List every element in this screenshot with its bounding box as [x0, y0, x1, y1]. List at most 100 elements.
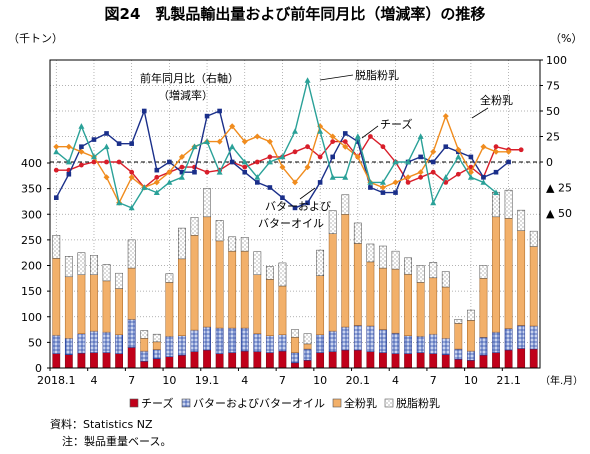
marker-butter [141, 108, 147, 114]
x-tick-label: 10 [162, 374, 176, 387]
marker-cheese [53, 167, 59, 173]
left-tick-label: 0 [35, 362, 42, 375]
marker-whole-milk-powder [480, 143, 487, 150]
bar-cheese [228, 352, 237, 369]
x-tick-label: 7 [279, 374, 286, 387]
marker-skim-milk-powder [367, 179, 374, 185]
bar-butter [240, 327, 249, 352]
bar-whole-milk-powder [429, 277, 438, 335]
legend-label: 脱脂粉乳 [396, 396, 440, 410]
annotation-butter-1: バターおよび [265, 200, 331, 213]
bar-butter [467, 350, 475, 361]
footnote: 注：製品重量ベース。 [62, 435, 172, 448]
legend-swatch [332, 398, 342, 408]
marker-skim-milk-powder [493, 189, 500, 195]
marker-skim-milk-powder [141, 184, 148, 190]
left-tick-label: 250 [21, 234, 42, 247]
marker-skim-milk-powder [467, 174, 474, 180]
marker-butter [167, 159, 172, 165]
x-tick-label: 10 [313, 374, 327, 387]
marker-butter [104, 131, 109, 136]
marker-whole-milk-powder [342, 143, 349, 150]
marker-butter [330, 154, 335, 160]
line-skim-milk-powder [55, 80, 497, 209]
legend-swatch [181, 398, 191, 408]
bar-cheese [115, 353, 123, 369]
marker-skim-milk-powder [442, 174, 449, 180]
marker-whole-milk-powder [266, 138, 273, 145]
x-tick-label: 2018.1 [37, 374, 76, 387]
right-tick-label: ▲ 25 [546, 182, 572, 195]
bar-whole-milk-powder [127, 267, 136, 320]
marker-skim-milk-powder [417, 133, 424, 139]
marker-cheese [418, 174, 424, 180]
annotation-increase-rate: （増減率） [158, 88, 213, 102]
legend-label: 全粉乳 [344, 396, 377, 410]
marker-butter [393, 190, 398, 195]
bar-skim-milk-powder [416, 265, 425, 283]
bar-cheese [504, 349, 513, 369]
marker-cheese [367, 134, 373, 139]
bar-skim-milk-powder [492, 191, 500, 218]
marker-butter [305, 200, 310, 206]
marker-whole-milk-powder [103, 174, 110, 181]
bar-skim-milk-powder [203, 188, 211, 218]
bar-cheese [203, 349, 211, 369]
bar-skim-milk-powder [429, 262, 438, 279]
bar-skim-milk-powder [90, 255, 98, 275]
bar-cheese [52, 353, 61, 369]
left-tick-label: 300 [21, 208, 42, 221]
marker-butter [53, 195, 59, 200]
bar-whole-milk-powder [504, 218, 513, 329]
marker-butter [66, 171, 72, 177]
bar-butter [115, 334, 123, 354]
bar-cheese [517, 348, 526, 369]
marker-skim-milk-powder [204, 138, 211, 144]
bar-whole-milk-powder [90, 274, 98, 332]
marker-butter [368, 185, 373, 190]
bar-skim-milk-powder [152, 333, 161, 343]
annotation-butter-leader [299, 187, 316, 200]
marker-cheese [116, 159, 122, 165]
bar-whole-milk-powder [353, 243, 362, 326]
annotation-cheese-leader [361, 125, 379, 139]
marker-skim-milk-powder [78, 123, 85, 129]
bar-skim-milk-powder [215, 220, 224, 242]
bar-butter [391, 332, 400, 354]
marker-cheese [380, 144, 386, 150]
bar-butter [265, 335, 274, 353]
bar-skim-milk-powder [303, 333, 312, 345]
bar-skim-milk-powder [52, 235, 61, 259]
annotation-whole-leader [471, 107, 489, 119]
bar-cheese [404, 353, 412, 369]
marker-whole-milk-powder [455, 146, 462, 153]
marker-skim-milk-powder [304, 77, 311, 83]
bar-whole-milk-powder [178, 258, 186, 336]
bar-cheese [479, 354, 488, 369]
marker-skim-milk-powder [103, 143, 110, 150]
marker-butter [506, 159, 511, 165]
bar-whole-milk-powder [441, 286, 450, 339]
bar-butter [429, 333, 438, 354]
bar-whole-milk-powder [391, 268, 400, 334]
bar-cheese [240, 350, 249, 369]
bar-butter [492, 331, 500, 353]
bar-cheese [328, 351, 337, 369]
bar-cheese [303, 360, 312, 369]
marker-cheese [254, 159, 260, 165]
bar-whole-milk-powder [291, 337, 299, 353]
marker-cheese [405, 180, 411, 185]
annotation-right-axis-label: 前年同月比（右軸） [140, 71, 239, 85]
bar-skim-milk-powder [165, 273, 174, 283]
bar-cheese [215, 353, 224, 369]
bar-whole-milk-powder [228, 250, 237, 329]
bar-butter [90, 330, 98, 353]
bar-skim-milk-powder [127, 239, 136, 269]
marker-cheese [179, 164, 185, 170]
bar-butter [366, 325, 375, 352]
bar-cheese [467, 360, 475, 369]
bar-cheese [492, 352, 500, 369]
bar-cheese [529, 348, 538, 369]
bar-skim-milk-powder [441, 271, 450, 288]
marker-whole-milk-powder [241, 138, 248, 145]
